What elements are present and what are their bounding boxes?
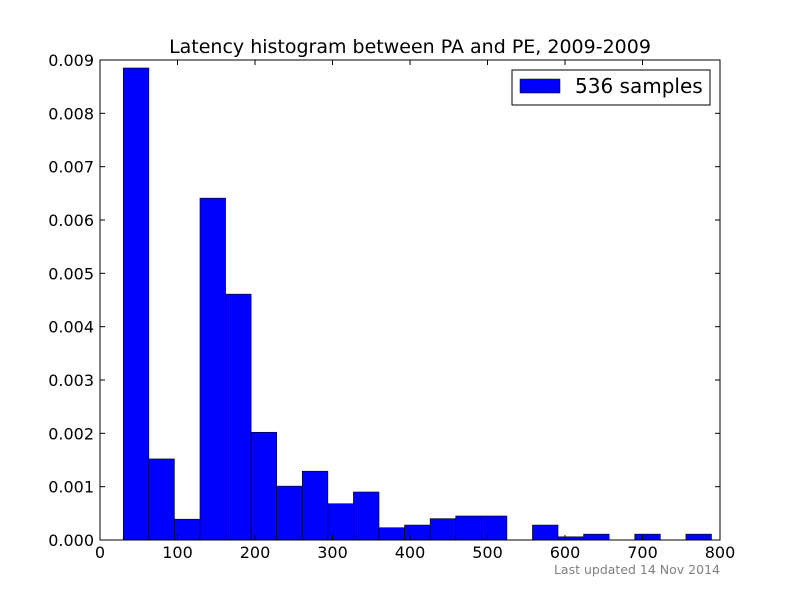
histogram-bar	[199, 197, 226, 541]
histogram-bar	[301, 470, 329, 541]
x-tick-label: 800	[705, 543, 736, 562]
y-tick-label: 0.002	[48, 424, 94, 443]
y-tick-label: 0.009	[48, 51, 94, 70]
histogram-bar	[276, 485, 303, 541]
histogram-bar	[122, 67, 150, 541]
histogram-bar	[532, 524, 559, 541]
histogram-bar	[174, 518, 201, 541]
histogram-bar	[455, 515, 482, 541]
x-tick-label: 300	[317, 543, 348, 562]
y-tick-label: 0.000	[48, 531, 94, 550]
x-tick-labels: 0 100 200 300 400 500 600 700 800	[95, 543, 735, 562]
y-tick-label: 0.001	[48, 478, 94, 497]
y-tick-label: 0.006	[48, 211, 94, 230]
histogram-bar	[250, 431, 278, 541]
histogram-bar	[583, 533, 610, 541]
y-tick-label: 0.004	[48, 318, 94, 337]
x-tick-label: 600	[550, 543, 581, 562]
x-tick-label: 0	[95, 543, 105, 562]
histogram-bar	[378, 527, 405, 541]
histogram-bar	[327, 503, 354, 541]
histogram-bar	[634, 533, 661, 541]
y-tick-label: 0.007	[48, 158, 94, 177]
histogram-bar	[685, 533, 712, 541]
y-tick-label: 0.003	[48, 371, 94, 390]
y-tick-label: 0.005	[48, 264, 94, 283]
x-tick-label: 700	[627, 543, 658, 562]
histogram-bar	[148, 458, 175, 541]
histogram-bar	[429, 518, 457, 541]
y-tick-labels: 0.000 0.001 0.002 0.003 0.004 0.005 0.006 0.007…	[48, 51, 94, 550]
legend-swatch	[519, 78, 561, 94]
x-tick-label: 100	[162, 543, 193, 562]
legend-label: 536 samples	[575, 74, 703, 98]
y-tick-label: 0.008	[48, 104, 94, 123]
histogram-bar	[404, 524, 431, 541]
plot-frame	[99, 59, 721, 541]
chart-title: Latency histogram between PA and PE, 200…	[169, 36, 651, 58]
x-tick-label: 500	[472, 543, 503, 562]
histogram-bar	[353, 491, 380, 541]
histogram-bar	[225, 293, 252, 541]
ticks-layer	[99, 59, 721, 541]
x-tick-label: 400	[395, 543, 426, 562]
histogram-bar	[480, 515, 508, 541]
last-updated-note: Last updated 14 Nov 2014	[554, 562, 720, 577]
bars-layer	[122, 67, 712, 541]
x-tick-label: 200	[240, 543, 271, 562]
legend: 536 samples	[511, 69, 711, 106]
